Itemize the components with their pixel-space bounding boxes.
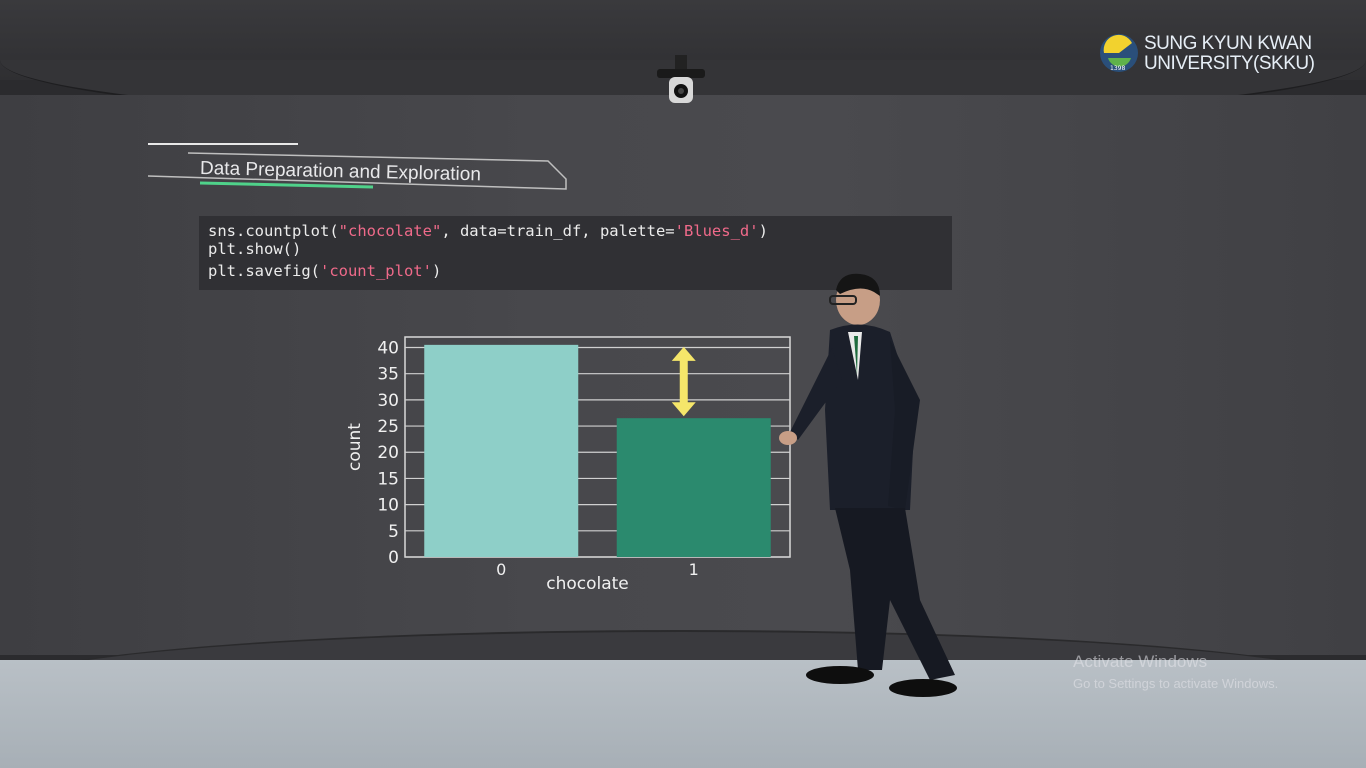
count-plot-chart: 0 5 10 15 20 25 30 35 40 0 1 chocolate count	[345, 336, 791, 594]
seal-icon: 1398	[1100, 34, 1138, 72]
y-tick-label: 30	[377, 391, 399, 411]
arrow-shaft	[679, 358, 688, 405]
y-tick-label: 35	[377, 365, 399, 385]
slide-title-banner: Data Preparation and Exploration	[148, 143, 568, 193]
code-line-2: plt.show()	[208, 240, 302, 258]
seal-text: 1398	[1110, 65, 1125, 72]
y-tick-label: 5	[388, 522, 399, 542]
arrow-head-down	[671, 402, 696, 417]
code-token: )	[758, 222, 768, 240]
y-tick-label: 40	[377, 338, 399, 358]
x-tick-label: 0	[496, 560, 506, 579]
watermark-subtitle: Go to Settings to activate Windows.	[1073, 676, 1279, 691]
code-string: 'count_plot'	[319, 262, 432, 280]
code-line-3: plt.savefig('count_plot')	[208, 262, 441, 280]
code-token: plt.savefig(	[208, 262, 320, 280]
y-tick-label: 0	[388, 548, 399, 568]
logo-line2: UNIVERSITY(SKKU)	[1144, 53, 1315, 74]
windows-activation-watermark: Activate Windows Go to Settings to activ…	[1073, 652, 1278, 691]
y-tick-label: 15	[377, 469, 399, 489]
studio-floor	[0, 660, 1366, 768]
bar	[616, 418, 771, 557]
code-block: sns.countplot("chocolate", data=train_df…	[199, 216, 952, 290]
watermark-title: Activate Windows	[1073, 652, 1208, 671]
code-line-1: sns.countplot("chocolate", data=train_df…	[208, 222, 768, 240]
x-axis-label: chocolate	[546, 574, 629, 594]
title-frame	[148, 143, 567, 190]
y-tick-label: 25	[377, 417, 399, 437]
arrow-head-up	[671, 346, 696, 361]
camera-icon	[657, 55, 705, 103]
logo-text: SUNG KYUN KWAN UNIVERSITY(SKKU)	[1144, 33, 1315, 74]
code-token: sns.countplot(	[208, 222, 339, 240]
logo-line1: SUNG KYUN KWAN	[1144, 33, 1312, 54]
x-tick-label: 1	[689, 560, 699, 579]
code-token: )	[431, 262, 442, 280]
university-logo: 1398 SUNG KYUN KWAN UNIVERSITY(SKKU)	[1098, 28, 1338, 78]
y-tick-label: 10	[377, 496, 399, 516]
code-token: , data=train_df, palette=	[441, 222, 675, 240]
presenter-figure	[779, 273, 957, 697]
code-string: 'Blues_d'	[674, 222, 759, 240]
y-tick-label: 20	[377, 443, 399, 463]
bar	[424, 344, 579, 557]
y-axis-label: count	[345, 423, 365, 471]
code-string: "chocolate"	[338, 222, 442, 240]
